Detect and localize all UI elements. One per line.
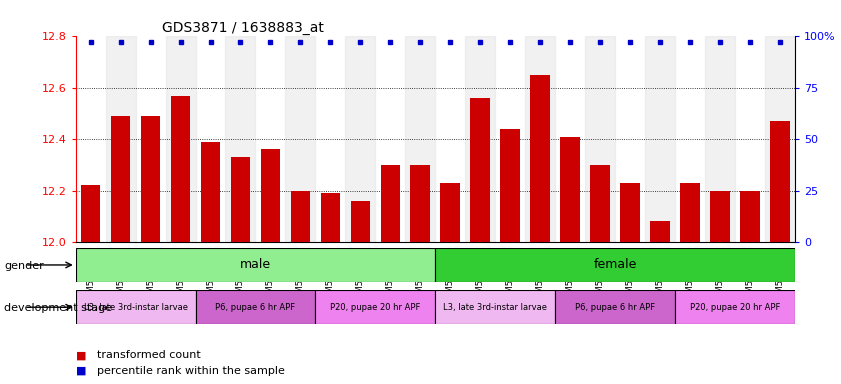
Bar <box>261 149 280 242</box>
Text: L3, late 3rd-instar larvae: L3, late 3rd-instar larvae <box>443 303 547 312</box>
Bar <box>436 248 795 282</box>
Bar <box>195 290 315 324</box>
Text: L3, late 3rd-instar larvae: L3, late 3rd-instar larvae <box>83 303 188 312</box>
Bar <box>351 201 370 242</box>
Bar <box>405 36 436 242</box>
Bar <box>585 36 615 242</box>
Text: GDS3871 / 1638883_at: GDS3871 / 1638883_at <box>162 22 324 35</box>
Text: P6, pupae 6 hr APF: P6, pupae 6 hr APF <box>575 303 655 312</box>
Bar <box>531 75 550 242</box>
Bar <box>76 290 195 324</box>
Bar <box>230 157 251 242</box>
Text: P20, pupae 20 hr APF: P20, pupae 20 hr APF <box>690 303 780 312</box>
Text: male: male <box>240 258 271 271</box>
Bar <box>710 190 730 242</box>
Bar <box>225 36 256 242</box>
Bar <box>674 290 795 324</box>
Bar <box>645 36 674 242</box>
Bar <box>315 290 436 324</box>
Text: ■: ■ <box>76 350 86 360</box>
Bar <box>560 137 579 242</box>
Bar <box>140 116 161 242</box>
Bar <box>465 36 495 242</box>
Bar <box>320 193 340 242</box>
Text: percentile rank within the sample: percentile rank within the sample <box>97 366 284 376</box>
Bar <box>525 36 555 242</box>
Bar <box>111 116 130 242</box>
Text: gender: gender <box>4 261 44 271</box>
Bar <box>705 36 735 242</box>
Bar <box>650 222 669 242</box>
Bar <box>380 165 400 242</box>
Bar <box>346 36 375 242</box>
Text: development stage: development stage <box>4 303 113 313</box>
Bar <box>166 36 195 242</box>
Bar <box>76 248 436 282</box>
Bar <box>441 183 460 242</box>
Bar <box>555 290 674 324</box>
Text: ■: ■ <box>76 366 86 376</box>
Bar <box>764 36 795 242</box>
Bar <box>410 165 430 242</box>
Bar <box>285 36 315 242</box>
Bar <box>620 183 640 242</box>
Bar <box>291 190 310 242</box>
Bar <box>470 98 490 242</box>
Text: transformed count: transformed count <box>97 350 200 360</box>
Text: P20, pupae 20 hr APF: P20, pupae 20 hr APF <box>331 303 420 312</box>
Bar <box>201 142 220 242</box>
Bar <box>436 290 555 324</box>
Bar <box>740 190 759 242</box>
Bar <box>81 185 100 242</box>
Bar <box>171 96 190 242</box>
Bar <box>500 129 520 242</box>
Text: female: female <box>593 258 637 271</box>
Bar <box>770 121 790 242</box>
Bar <box>106 36 135 242</box>
Bar <box>590 165 610 242</box>
Bar <box>680 183 700 242</box>
Text: P6, pupae 6 hr APF: P6, pupae 6 hr APF <box>215 303 295 312</box>
